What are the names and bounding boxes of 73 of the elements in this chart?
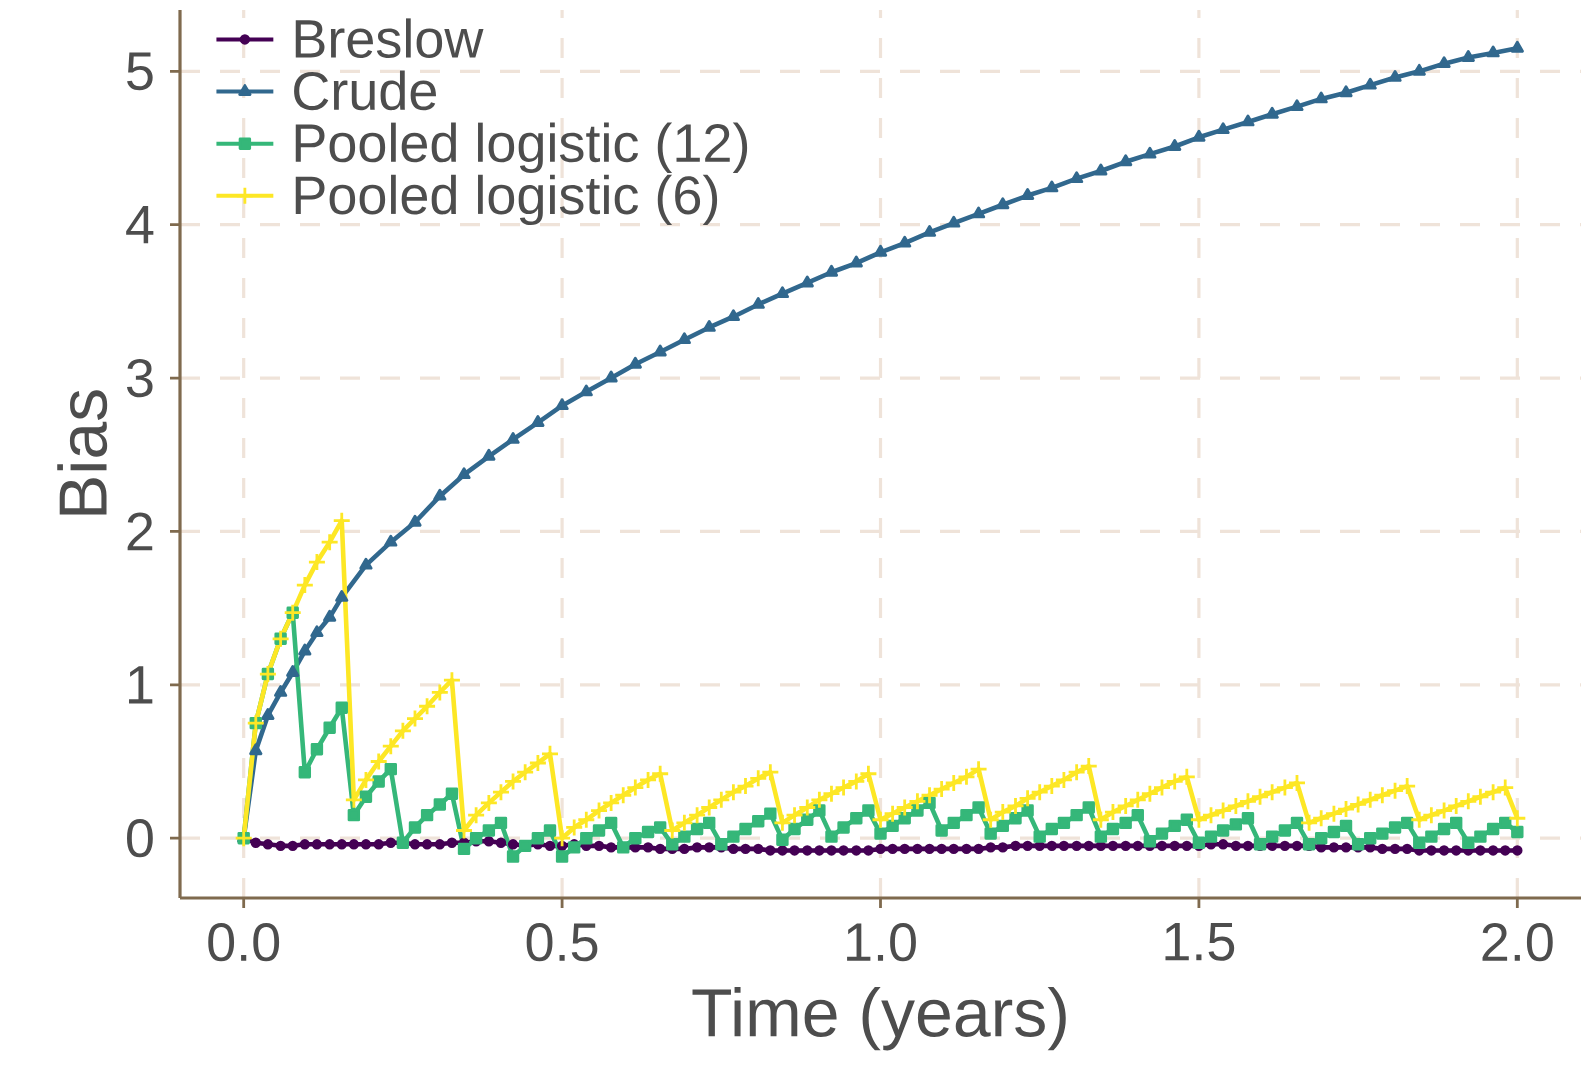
point bbox=[775, 286, 790, 299]
point bbox=[898, 235, 912, 248]
point bbox=[1388, 70, 1402, 82]
point bbox=[1045, 180, 1059, 193]
y-tick-label: 3 bbox=[126, 358, 153, 398]
point bbox=[1412, 63, 1426, 76]
point bbox=[384, 534, 398, 547]
y-tick-label: 5 bbox=[127, 52, 153, 91]
point bbox=[1265, 106, 1279, 119]
point bbox=[323, 609, 337, 622]
point bbox=[1168, 139, 1182, 151]
y-tick-label: 1 bbox=[129, 666, 153, 704]
point bbox=[1192, 129, 1206, 142]
y-tick-label: 0 bbox=[127, 819, 153, 858]
point bbox=[824, 264, 839, 277]
x-tick-label: 0.5 bbox=[526, 923, 598, 962]
point bbox=[286, 665, 300, 677]
point bbox=[677, 332, 691, 345]
point bbox=[800, 275, 814, 288]
point bbox=[947, 215, 961, 228]
legend-label: Breslow bbox=[295, 18, 484, 59]
point bbox=[1119, 154, 1133, 167]
y-tick-label: 2 bbox=[127, 512, 153, 551]
x-tick-label: 1.5 bbox=[1165, 923, 1235, 961]
point bbox=[359, 557, 373, 570]
x-tick-label: 1.0 bbox=[847, 923, 916, 962]
point bbox=[1290, 99, 1304, 111]
point bbox=[1363, 77, 1377, 90]
y-axis-title: Bias bbox=[57, 390, 108, 515]
legend-label: Crude bbox=[294, 70, 436, 111]
point bbox=[310, 625, 324, 638]
point bbox=[1437, 56, 1451, 69]
point bbox=[653, 344, 667, 357]
x-tick-label: 2.0 bbox=[1482, 923, 1553, 962]
point bbox=[996, 197, 1010, 210]
point bbox=[1461, 50, 1475, 62]
point bbox=[335, 589, 349, 602]
y-tick-label: 4 bbox=[126, 206, 154, 244]
legend-label: Pooled logistic (6) bbox=[295, 174, 718, 226]
point bbox=[261, 708, 275, 720]
point bbox=[408, 514, 422, 527]
point bbox=[249, 743, 263, 756]
point bbox=[628, 356, 642, 369]
point bbox=[555, 398, 569, 411]
point bbox=[1021, 188, 1035, 200]
x-axis-title: Time (years) bbox=[692, 987, 1066, 1051]
point bbox=[531, 415, 545, 427]
point bbox=[579, 384, 593, 397]
legend-label: Pooled logistic (12) bbox=[295, 122, 748, 173]
point bbox=[482, 448, 496, 461]
point bbox=[1241, 114, 1255, 127]
point bbox=[1143, 146, 1157, 159]
point bbox=[971, 206, 986, 219]
point bbox=[1486, 45, 1500, 58]
point bbox=[1510, 40, 1524, 53]
point bbox=[1094, 163, 1108, 176]
x-tick-label: 0.0 bbox=[208, 923, 280, 962]
point bbox=[1070, 171, 1084, 184]
point bbox=[849, 255, 863, 268]
point bbox=[751, 297, 765, 309]
point bbox=[604, 370, 618, 383]
point bbox=[506, 432, 520, 444]
point bbox=[1314, 91, 1328, 104]
point bbox=[1339, 85, 1353, 98]
point bbox=[1216, 122, 1230, 134]
point bbox=[433, 488, 447, 501]
point bbox=[298, 643, 312, 656]
point bbox=[702, 320, 716, 332]
point bbox=[274, 685, 288, 697]
point bbox=[922, 224, 937, 237]
point bbox=[726, 309, 740, 322]
point bbox=[873, 244, 888, 257]
point bbox=[457, 467, 471, 480]
